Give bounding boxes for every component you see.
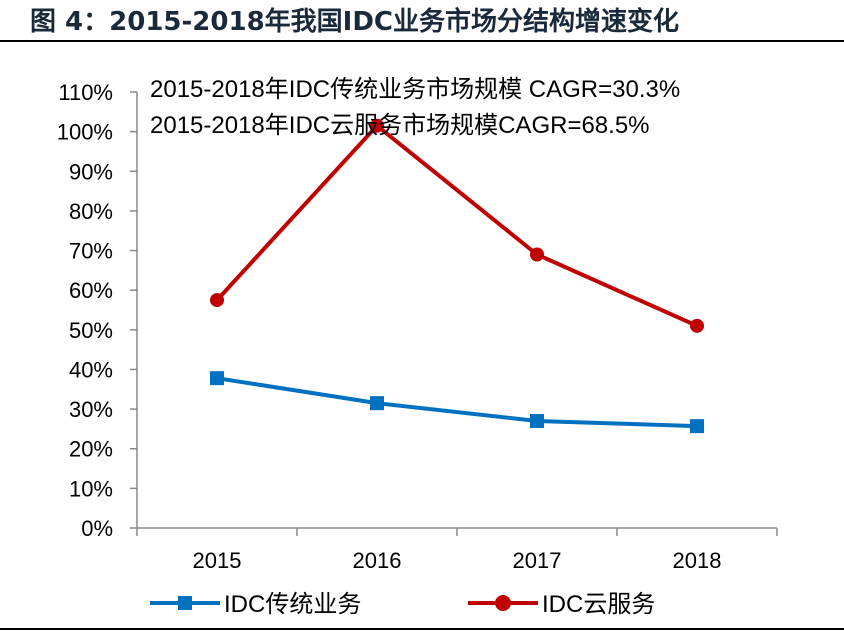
chart-title: 图 4：2015-2018年我国IDC业务市场分结构增速变化	[0, 0, 844, 42]
data-point-circle	[690, 318, 704, 333]
data-point-circle	[370, 118, 384, 133]
legend-marker-circle	[495, 595, 511, 611]
legend-marker-square	[178, 596, 192, 610]
y-tick-label: 80%	[69, 199, 113, 224]
y-tick-label: 30%	[69, 397, 113, 422]
data-point-square	[370, 396, 384, 411]
y-tick-label: 90%	[69, 159, 113, 184]
data-point-square	[210, 371, 224, 386]
cagr-annotation: 2015-2018年IDC传统业务市场规模 CAGR=30.3%	[150, 76, 680, 103]
y-tick-label: 70%	[69, 239, 113, 264]
data-point-square	[690, 419, 704, 434]
x-tick-label: 2015	[193, 548, 242, 573]
y-tick-label: 10%	[69, 476, 113, 501]
y-tick-label: 50%	[69, 318, 113, 343]
x-tick-label: 2016	[353, 548, 402, 573]
data-point-square	[530, 413, 544, 428]
y-tick-label: 20%	[69, 437, 113, 462]
x-tick-label: 2018	[673, 548, 722, 573]
data-point-circle	[210, 293, 224, 308]
series-line-1	[215, 122, 698, 328]
y-tick-label: 40%	[69, 357, 113, 382]
y-tick-label: 100%	[57, 120, 113, 145]
series-line-0	[216, 376, 698, 429]
y-tick-label: 110%	[58, 80, 113, 105]
legend-label: IDC云服务	[542, 591, 655, 618]
y-tick-label: 60%	[69, 278, 113, 303]
y-tick-label: 0%	[81, 516, 113, 541]
bottom-rule	[0, 628, 844, 630]
x-tick-label: 2017	[513, 548, 562, 573]
cagr-annotation: 2015-2018年IDC云服务市场规模CAGR=68.5%	[150, 112, 650, 139]
data-point-circle	[530, 247, 544, 262]
legend-label: IDC传统业务	[224, 591, 361, 618]
